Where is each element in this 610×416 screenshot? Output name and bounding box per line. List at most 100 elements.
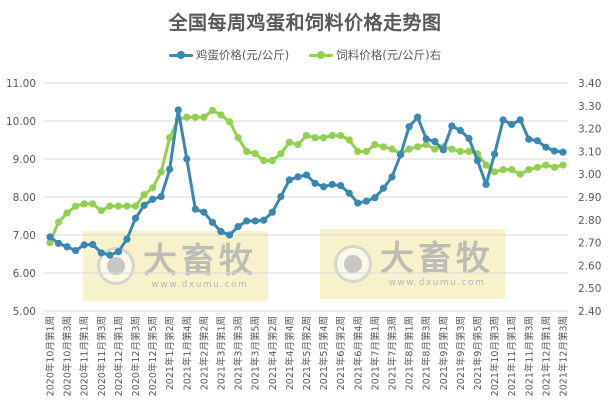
data-point[interactable] [106,251,114,259]
data-point[interactable] [174,106,182,114]
data-point[interactable] [388,173,396,181]
data-point[interactable] [131,214,140,222]
data-point[interactable] [508,166,516,174]
data-point[interactable] [123,202,131,210]
data-point[interactable] [337,182,345,190]
data-point[interactable] [234,134,242,142]
data-point[interactable] [311,179,319,187]
data-point[interactable] [63,209,71,217]
data-point[interactable] [123,235,131,243]
data-point[interactable] [294,140,302,149]
data-point[interactable] [46,233,54,241]
data-point[interactable] [431,137,439,146]
data-point[interactable] [482,161,490,169]
data-point[interactable] [525,135,533,143]
data-point[interactable] [371,140,379,149]
data-point[interactable] [200,208,208,216]
data-point[interactable] [516,116,524,124]
data-point[interactable] [550,147,559,155]
data-point[interactable] [166,134,174,142]
data-point[interactable] [439,146,447,154]
data-point[interactable] [183,113,191,121]
data-point[interactable] [106,202,114,210]
legend-item-egg[interactable]: 鸡蛋价格(元/公斤) [168,47,289,63]
data-point[interactable] [54,218,63,226]
data-point[interactable] [268,208,276,216]
data-point[interactable] [97,249,105,257]
data-point[interactable] [97,207,105,215]
data-point[interactable] [414,113,422,121]
data-point[interactable] [371,194,379,202]
series-egg-price[interactable] [46,106,567,259]
data-point[interactable] [243,217,251,225]
data-point[interactable] [114,202,122,210]
data-point[interactable] [183,155,191,163]
data-point[interactable] [491,168,499,176]
data-point[interactable] [388,145,396,153]
data-point[interactable] [149,184,157,192]
data-point[interactable] [448,145,456,153]
data-point[interactable] [559,161,567,169]
data-point[interactable] [491,150,499,158]
data-point[interactable] [251,150,259,158]
data-point[interactable] [559,148,567,156]
data-point[interactable] [302,171,311,179]
data-point[interactable] [63,243,71,251]
data-point[interactable] [516,170,524,178]
data-point[interactable] [131,202,140,210]
data-point[interactable] [243,147,251,155]
data-point[interactable] [362,197,370,205]
data-point[interactable] [191,113,199,121]
data-point[interactable] [354,147,362,155]
data-point[interactable] [208,106,217,114]
legend-item-feed[interactable]: 饲料价格(元/公斤)右 [309,47,441,63]
data-point[interactable] [200,113,208,121]
data-point[interactable] [379,184,388,192]
data-point[interactable] [320,134,328,142]
data-point[interactable] [302,131,311,140]
data-point[interactable] [217,111,225,119]
data-point[interactable] [465,134,473,143]
data-point[interactable] [277,193,285,201]
data-point[interactable] [405,123,413,131]
data-point[interactable] [217,227,225,236]
data-point[interactable] [456,147,464,155]
data-point[interactable] [225,118,234,126]
data-point[interactable] [345,189,353,197]
data-point[interactable] [89,240,97,249]
data-point[interactable] [354,199,362,207]
data-point[interactable] [166,165,174,173]
data-point[interactable] [422,135,430,143]
data-point[interactable] [114,248,122,256]
data-point[interactable] [54,239,63,247]
data-point[interactable] [499,166,507,174]
data-point[interactable] [473,156,482,165]
data-point[interactable] [337,131,345,140]
data-point[interactable] [208,218,217,227]
data-point[interactable] [140,201,148,209]
data-point[interactable] [422,140,430,149]
data-point[interactable] [550,163,559,171]
data-point[interactable] [234,223,242,231]
data-point[interactable] [149,195,157,203]
data-point[interactable] [465,147,473,155]
data-point[interactable] [72,202,80,210]
data-point[interactable] [379,143,388,151]
data-point[interactable] [328,180,336,189]
data-point[interactable] [260,216,268,224]
data-point[interactable] [277,150,285,158]
data-point[interactable] [542,143,550,151]
data-point[interactable] [140,191,148,199]
data-point[interactable] [157,168,165,176]
data-point[interactable] [320,183,328,191]
data-point[interactable] [328,131,336,140]
data-point[interactable] [508,120,516,129]
data-point[interactable] [225,231,234,239]
data-point[interactable] [362,147,370,155]
data-point[interactable] [525,166,533,174]
data-point[interactable] [456,126,464,135]
data-point[interactable] [448,122,456,130]
series-feed-price[interactable] [46,106,567,247]
data-point[interactable] [80,200,88,208]
data-point[interactable] [268,156,276,165]
